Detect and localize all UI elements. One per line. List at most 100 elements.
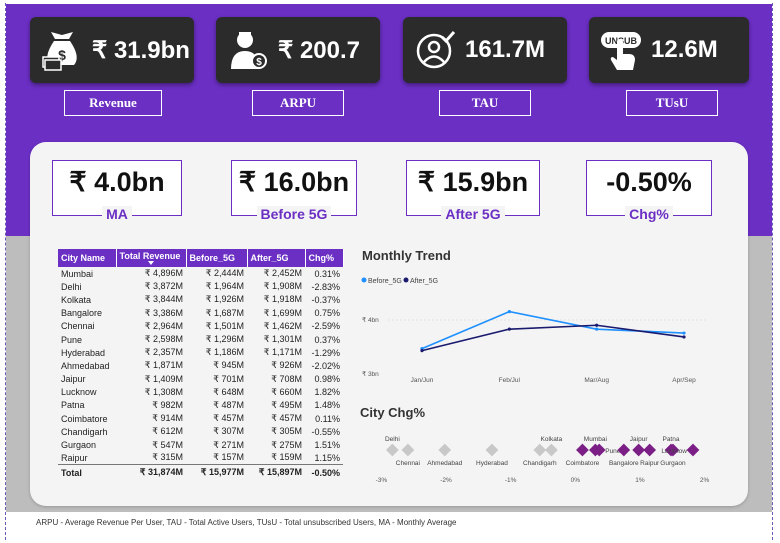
x-tick-label: -2%	[440, 477, 452, 484]
city-name-cell: Kolkata	[61, 294, 92, 305]
value-cell: ₹ 1,308M	[144, 386, 183, 397]
table-header-row: City Name Total Revenue Before_5G After_…	[58, 249, 344, 267]
value-cell: 0.75%	[314, 308, 340, 319]
table-row[interactable]: Coimbatore ₹ 914M ₹ 457M ₹ 457M 0.11%	[58, 412, 343, 425]
summary-before-5g: ₹ 16.0bn Before 5G	[231, 160, 357, 222]
table-row[interactable]: Patna ₹ 982M ₹ 487M ₹ 495M 1.48%	[58, 399, 343, 412]
column-header-chg[interactable]: Chg%	[305, 249, 344, 267]
city-name-cell: Jaipur	[61, 374, 86, 385]
city-name-cell: Patna	[61, 400, 85, 411]
value-cell: ₹ 1,301M	[263, 334, 302, 345]
summary-value: -0.50%	[606, 167, 692, 197]
table-row[interactable]: Gurgaon ₹ 547M ₹ 271M ₹ 275M 1.51%	[58, 438, 343, 451]
table-row[interactable]: Jaipur ₹ 1,409M ₹ 701M ₹ 708M 0.98%	[58, 373, 343, 386]
data-point[interactable]	[507, 310, 511, 314]
city-revenue-table: City Name Total Revenue Before_5G After_…	[58, 249, 344, 480]
city-name-cell: Mumbai	[61, 268, 94, 279]
value-cell: ₹ 275M	[271, 439, 302, 450]
x-tick-label: 2%	[700, 477, 710, 484]
summary-value: ₹ 15.9bn	[417, 167, 529, 197]
value-cell: ₹ 157M	[213, 452, 244, 463]
summary-label: Chg%	[625, 206, 673, 222]
city-label: Kolkata	[541, 436, 563, 443]
data-point[interactable]	[595, 323, 599, 327]
column-header-city[interactable]: City Name	[58, 249, 117, 267]
value-cell: ₹ 305M	[271, 426, 302, 437]
table-row[interactable]: Mumbai ₹ 4,896M ₹ 2,444M ₹ 2,452M 0.31%	[58, 267, 343, 280]
city-marker[interactable]	[386, 443, 399, 457]
city-marker[interactable]	[617, 443, 631, 457]
city-marker[interactable]	[576, 443, 589, 457]
city-marker[interactable]	[485, 443, 499, 457]
kpi-value: 161.7M	[465, 36, 546, 63]
city-marker[interactable]	[686, 443, 700, 457]
value-cell: ₹ 3,872M	[144, 281, 183, 292]
column-header-total-revenue[interactable]: Total Revenue	[116, 249, 187, 267]
value-cell: ₹ 2,452M	[263, 268, 302, 279]
kpi-label-tusu[interactable]: TUsU	[626, 90, 718, 116]
unsubscribe-icon: UNSUB	[599, 28, 643, 72]
value-cell: 0.37%	[314, 334, 340, 345]
city-label: Gurgaon	[660, 460, 686, 467]
summary-label: MA	[102, 206, 132, 222]
user-check-icon	[413, 28, 457, 72]
x-tick-label: Mar/Aug	[584, 377, 609, 384]
kpi-card-arpu[interactable]: $ ₹ 200.7	[216, 17, 380, 83]
value-cell: ₹ 945M	[213, 360, 244, 371]
table-row[interactable]: Lucknow ₹ 1,308M ₹ 648M ₹ 660M 1.82%	[58, 386, 343, 399]
kpi-label-revenue[interactable]: Revenue	[64, 90, 162, 116]
data-point[interactable]	[682, 335, 686, 339]
data-point[interactable]	[595, 327, 599, 331]
value-cell: ₹ 708M	[271, 373, 302, 384]
city-marker[interactable]	[632, 443, 646, 457]
table-row[interactable]: Chennai ₹ 2,964M ₹ 1,501M ₹ 1,462M -2.59%	[58, 320, 343, 333]
column-header-after-5g[interactable]: After_5G	[247, 249, 306, 267]
table-row[interactable]: Bangalore ₹ 3,386M ₹ 1,687M ₹ 1,699M 0.75%	[58, 307, 343, 320]
series-line-after_5g[interactable]	[421, 324, 685, 352]
value-cell: ₹ 1,918M	[263, 294, 302, 305]
column-header-before-5g[interactable]: Before_5G	[186, 249, 248, 267]
sort-desc-icon	[148, 261, 154, 265]
value-cell: -0.37%	[311, 294, 340, 305]
table-row[interactable]: Delhi ₹ 3,872M ₹ 1,964M ₹ 1,908M -2.83%	[58, 280, 343, 293]
data-point[interactable]	[507, 327, 511, 331]
data-point[interactable]	[420, 349, 424, 353]
city-name-cell: Bangalore	[61, 308, 103, 319]
city-marker[interactable]	[401, 443, 415, 457]
value-cell: ₹ 547M	[152, 439, 183, 450]
legend-label[interactable]: Before_5G	[368, 278, 402, 285]
kpi-card-tau[interactable]: 161.7M	[403, 17, 567, 83]
table-row[interactable]: Hyderabad ₹ 2,357M ₹ 1,186M ₹ 1,171M -1.29%	[58, 346, 343, 359]
kpi-card-revenue[interactable]: $ ₹ 31.9bn	[30, 17, 194, 83]
value-cell: 0.31%	[314, 268, 340, 279]
city-marker[interactable]	[592, 443, 606, 457]
table-row[interactable]: Ahmedabad ₹ 1,871M ₹ 945M ₹ 926M -2.02%	[58, 359, 343, 372]
table-row[interactable]: Kolkata ₹ 3,844M ₹ 1,926M ₹ 1,918M -0.37%	[58, 293, 343, 306]
x-tick-label: Feb/Jul	[499, 377, 521, 384]
value-cell: ₹ 1,699M	[263, 307, 302, 318]
x-tick-label: 1%	[635, 477, 645, 484]
legend-marker	[403, 277, 409, 283]
data-point[interactable]	[682, 331, 686, 335]
legend-label[interactable]: After_5G	[410, 278, 438, 285]
value-cell: 1.82%	[314, 387, 340, 398]
value-cell: ₹ 701M	[213, 373, 244, 384]
city-marker[interactable]	[533, 443, 547, 457]
user-coin-icon: $	[226, 28, 270, 72]
kpi-label-arpu[interactable]: ARPU	[252, 90, 344, 116]
city-marker[interactable]	[545, 443, 558, 457]
kpi-label-tau[interactable]: TAU	[439, 90, 531, 116]
value-cell: ₹ 1,687M	[205, 307, 244, 318]
kpi-value: ₹ 31.9bn	[92, 36, 190, 64]
city-marker[interactable]	[438, 443, 452, 457]
city-marker[interactable]	[643, 443, 657, 457]
table-row[interactable]: Chandigarh ₹ 612M ₹ 307M ₹ 305M -0.55%	[58, 425, 343, 438]
series-line-before_5g[interactable]	[421, 310, 685, 350]
total-cell: Total	[58, 464, 116, 480]
table-row[interactable]: Raipur ₹ 315M ₹ 157M ₹ 159M 1.15%	[58, 452, 343, 465]
value-cell: ₹ 457M	[271, 413, 302, 424]
value-cell: ₹ 1,926M	[205, 294, 244, 305]
y-tick-label: ₹ 4bn	[362, 316, 379, 324]
kpi-card-tusu[interactable]: UNSUB 12.6M	[589, 17, 749, 83]
table-row[interactable]: Pune ₹ 2,598M ₹ 1,296M ₹ 1,301M 0.37%	[58, 333, 343, 346]
